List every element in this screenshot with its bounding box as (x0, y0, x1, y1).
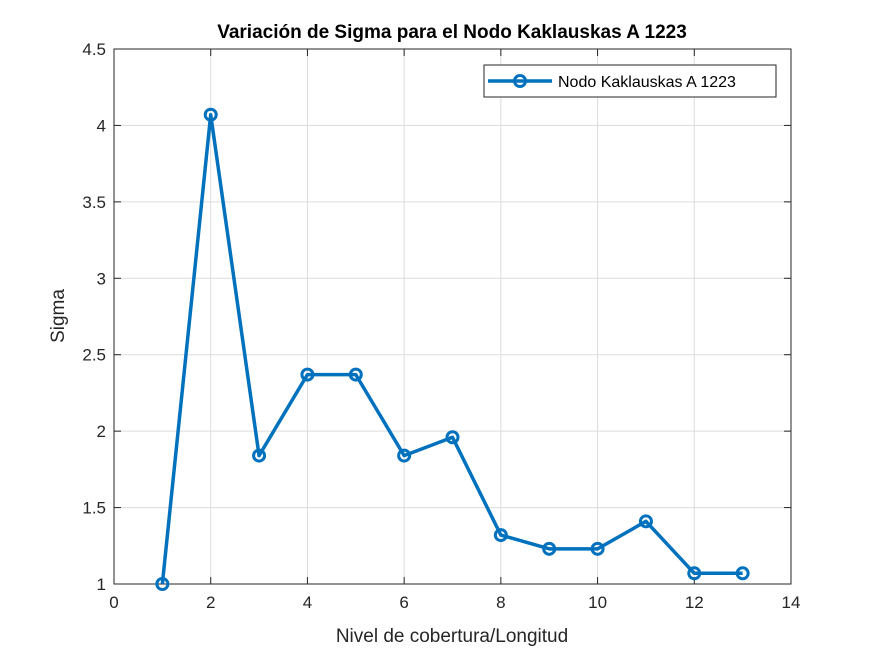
data-point (590, 541, 605, 556)
y-tick-label: 3 (97, 269, 106, 288)
data-point (493, 528, 508, 543)
data-point (542, 541, 557, 556)
ticks: 0 2 4 6 8 10 12 14 1 1.5 2 2.5 3 3.5 4 4.5 (82, 40, 800, 612)
data-point (735, 566, 750, 581)
x-tick-label: 2 (206, 593, 215, 612)
legend: Nodo Kaklauskas A 1223 (483, 64, 777, 98)
x-tick-label: 6 (399, 593, 408, 612)
data-point (300, 367, 315, 382)
x-tick-label: 0 (109, 593, 118, 612)
series-layer (155, 107, 750, 591)
y-tick-label: 4 (97, 116, 106, 135)
y-tick-label: 4.5 (82, 40, 106, 59)
legend-marker (513, 74, 527, 88)
data-point (155, 577, 170, 591)
x-tick-label: 14 (782, 593, 801, 612)
data-point (638, 514, 653, 529)
y-axis-label: Sigma (48, 289, 69, 343)
y-tick-label: 1.5 (82, 499, 106, 518)
plot-area (114, 49, 791, 584)
x-tick-label: 4 (303, 593, 312, 612)
series-line (160, 112, 743, 585)
data-point (348, 367, 363, 382)
y-tick-label: 3.5 (82, 193, 106, 212)
chart-title: Variación de Sigma para el Nodo Kaklausk… (217, 22, 687, 43)
x-tick-label: 8 (496, 593, 505, 612)
x-axis-label: Nivel de cobertura/Longitud (336, 626, 568, 647)
x-tick-label: 10 (588, 593, 607, 612)
axes-box (113, 48, 792, 585)
data-point (445, 430, 460, 445)
y-tick-label: 1 (97, 575, 106, 594)
axes (113, 48, 792, 585)
y-tick-label: 2.5 (82, 346, 106, 365)
x-tick-label: 12 (685, 593, 704, 612)
data-point (252, 448, 267, 463)
y-tick-label: 2 (97, 422, 106, 441)
data-point (687, 566, 702, 581)
data-point (397, 448, 412, 463)
data-point (203, 107, 218, 122)
legend-entry: Nodo Kaklauskas A 1223 (558, 74, 736, 91)
